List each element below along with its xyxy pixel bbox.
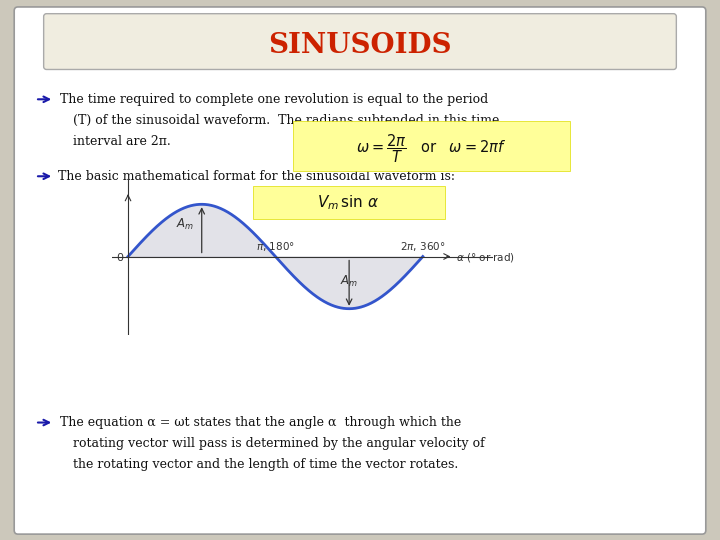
Text: (T) of the sinusoidal waveform.  The radians subtended in this time: (T) of the sinusoidal waveform. The radi…	[73, 114, 500, 127]
Text: interval are 2π.: interval are 2π.	[73, 135, 171, 148]
Text: The time required to complete one revolution is equal to the period: The time required to complete one revolu…	[60, 93, 488, 106]
Text: $V_m\,\sin\,\alpha$: $V_m\,\sin\,\alpha$	[318, 193, 379, 212]
FancyBboxPatch shape	[253, 186, 444, 219]
Text: $A_m$: $A_m$	[340, 274, 358, 289]
Text: The equation α = ωt states that the angle α  through which the: The equation α = ωt states that the angl…	[60, 416, 461, 429]
Text: 0: 0	[116, 253, 123, 262]
Text: $\pi$, 180°: $\pi$, 180°	[256, 240, 295, 253]
Text: $\omega = \dfrac{2\pi}{T}$   or   $\omega = 2\pi f$: $\omega = \dfrac{2\pi}{T}$ or $\omega = …	[356, 132, 506, 165]
Text: The basic mathematical format for the sinusoidal waveform is:: The basic mathematical format for the si…	[58, 170, 455, 183]
Text: SINUSOIDS: SINUSOIDS	[269, 32, 451, 59]
Text: $A_m$: $A_m$	[176, 217, 194, 232]
FancyBboxPatch shape	[14, 7, 706, 534]
FancyBboxPatch shape	[292, 122, 570, 172]
Text: the rotating vector and the length of time the vector rotates.: the rotating vector and the length of ti…	[73, 458, 459, 471]
FancyBboxPatch shape	[44, 14, 676, 70]
Text: $2\pi$, 360°: $2\pi$, 360°	[400, 240, 446, 253]
Text: rotating vector will pass is determined by the angular velocity of: rotating vector will pass is determined …	[73, 437, 485, 450]
Text: $\alpha$ (° or rad): $\alpha$ (° or rad)	[456, 251, 515, 264]
